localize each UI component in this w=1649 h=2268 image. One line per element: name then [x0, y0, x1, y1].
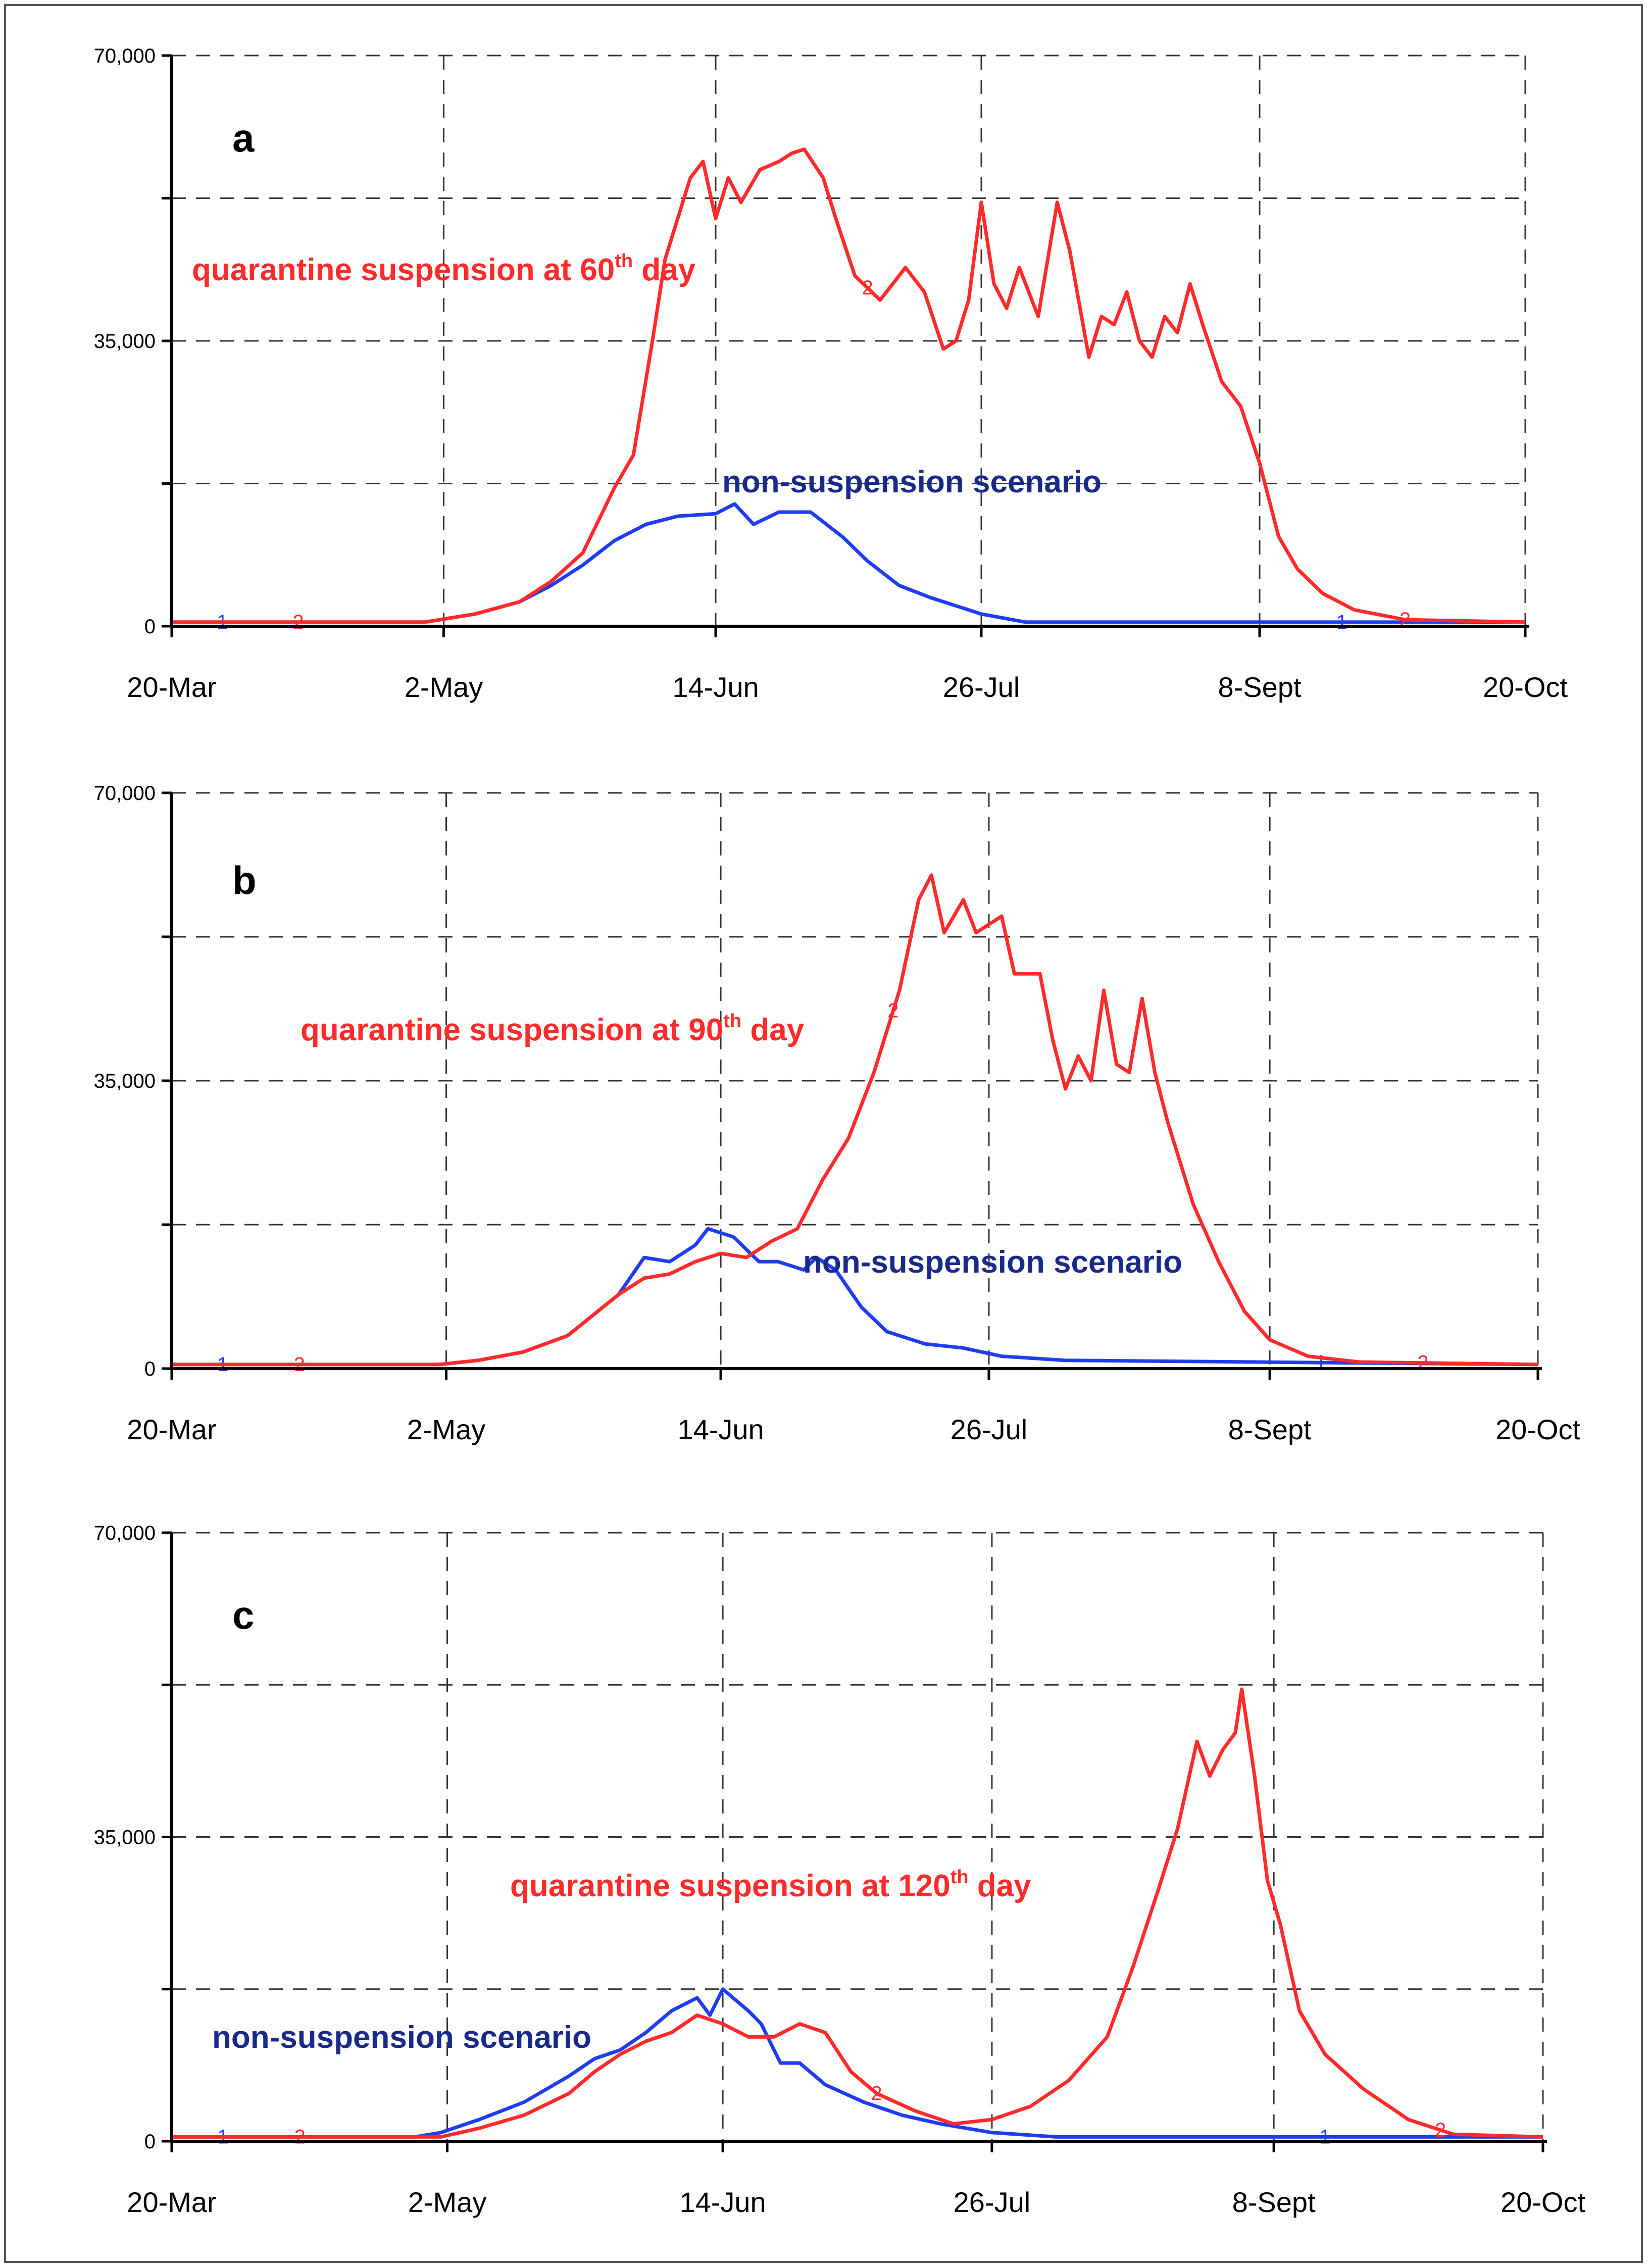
panel-b-x-label-1: 2-May	[407, 1414, 486, 1445]
panel-b-series-1-marker-2: 2	[1417, 1352, 1428, 1374]
panel-b-suspension-annotation: quarantine suspension at 90th day	[301, 1011, 805, 1047]
panel-a-suspension-annotation: quarantine suspension at 60th day	[192, 250, 696, 287]
panel-b-y-label-2: 0	[144, 1358, 156, 1380]
panel-a-x-label-3: 26-Jul	[943, 671, 1020, 703]
panel-c-series-suspension-line	[172, 1687, 1543, 2139]
panel-a-series-suspension-line	[172, 147, 1526, 624]
panel-c-x-label-3: 26-Jul	[954, 2186, 1031, 2218]
panel-c-x-label-4: 8-Sept	[1232, 2186, 1316, 2218]
panel-a-series-1-marker-1: 2	[862, 277, 873, 299]
panel-c-axes: 70,000 35,000 0 20-Mar 2-May 14-Jun 26-Jul 8-Se…	[94, 1522, 1586, 2218]
panel-b-grid	[172, 792, 1539, 1369]
panel-c-x-label-5: 20-Oct	[1501, 2186, 1585, 2218]
panel-c-series-1-marker-2: 2	[1435, 2119, 1446, 2141]
panel-b-series-1-marker-1: 2	[887, 1000, 898, 1022]
panel-c-x-label-0: 20-Mar	[127, 2186, 216, 2218]
panel-c-y-label-1: 35,000	[94, 1827, 156, 1849]
panel-b-series-0-marker-1: 1	[1315, 1351, 1326, 1374]
panel-b-x-label-2: 14-Jun	[677, 1414, 764, 1445]
panel-c-grid	[172, 1532, 1544, 2141]
panel-a-y-label-0: 70,000	[94, 45, 156, 67]
panel-a-x-label-5: 20-Oct	[1483, 671, 1568, 703]
panel-a-x-label-4: 8-Sept	[1218, 671, 1302, 703]
panel-c-x-label-1: 2-May	[408, 2186, 487, 2218]
panel-a-axes: 70,000 35,000 0 20-Mar 2-May 14-Jun 26-Jul 8-Se…	[94, 45, 1568, 703]
panel-b-y-label-0: 70,000	[94, 782, 156, 804]
panel-a-y-label-2: 0	[144, 616, 156, 638]
panel-a-series-1-marker-0: 2	[292, 611, 304, 633]
panel-a-baseline-annotation: non-suspension scenario	[722, 465, 1102, 499]
panel-a-series-baseline-line	[172, 502, 1525, 624]
panel-a-series-0-marker-1: 1	[1336, 611, 1347, 633]
panel-c-baseline-annotation: non-suspension scenario	[212, 2020, 591, 2055]
panel-a-x-label-2: 14-Jun	[672, 671, 759, 703]
panel-b-x-label-4: 8-Sept	[1228, 1414, 1312, 1445]
panel-c-y-label-2: 0	[144, 2131, 156, 2153]
panel-c-series-baseline-line	[172, 1987, 1543, 2139]
panel-c-x-label-2: 14-Jun	[679, 2186, 766, 2218]
panel-b-y-label-1: 35,000	[94, 1070, 156, 1092]
panel-a-x-label-1: 2-May	[405, 671, 483, 703]
panel-b-axes: 70,000 35,000 0 20-Mar 2-May 14-Jun 26-Jul 8-Se…	[94, 782, 1581, 1445]
panel-b-baseline-annotation: non-suspension scenario	[803, 1245, 1182, 1280]
panel-b-series-1-marker-0: 2	[294, 1353, 305, 1376]
panel-b-x-label-0: 20-Mar	[127, 1414, 216, 1445]
panel-c-letter: c	[232, 1593, 254, 1637]
panel-a-letter: a	[232, 116, 255, 160]
panel-c-series-1-marker-0: 2	[294, 2126, 306, 2148]
panel-b-x-label-5: 20-Oct	[1495, 1414, 1580, 1445]
panel-a-y-label-1: 35,000	[94, 330, 156, 352]
panel-c-series-0-marker-1: 1	[1320, 2126, 1331, 2148]
panel-a-x-label-0: 20-Mar	[127, 671, 216, 703]
panel-a-grid	[172, 55, 1526, 626]
panel-c-y-label-0: 70,000	[94, 1522, 156, 1544]
panel-c-suspension-annotation: quarantine suspension at 120th day	[510, 1867, 1031, 1903]
panel-c-series-1-marker-1: 2	[871, 2082, 882, 2104]
panel-b-x-label-3: 26-Jul	[951, 1414, 1028, 1445]
panel-b-series-suspension-line	[172, 873, 1538, 1367]
panel-b-letter: b	[232, 858, 257, 902]
figure-frame	[4, 4, 1643, 2263]
